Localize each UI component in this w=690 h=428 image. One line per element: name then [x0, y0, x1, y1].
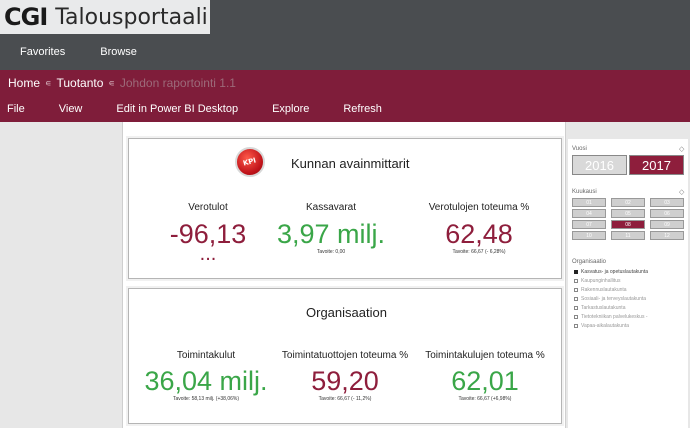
metric-label: Verotulojen toteuma %: [428, 202, 530, 213]
metric-target: Tavoite: 0,00: [316, 249, 346, 255]
slicer-title-organisation: Organisaatio: [572, 259, 607, 265]
metric-target: Tavoite: 66,67 (- 6,28%): [452, 249, 506, 255]
metric-label: Toimintakulut: [176, 350, 236, 361]
organisation-label: Tietotekniikan palvelukeskus -: [581, 314, 648, 320]
metric-value: 62,01: [451, 366, 519, 396]
breadcrumb-home[interactable]: Home: [8, 76, 41, 90]
metric-toimintakulut[interactable]: Toimintakulut 36,04 milj. Tavoite: 58,13…: [141, 350, 271, 402]
month-button-05[interactable]: 05: [611, 209, 645, 218]
metric-target: Tavoite: 66,67 (- 11,2%): [318, 396, 372, 402]
checkbox-icon[interactable]: [574, 315, 578, 319]
app-logo[interactable]: CGI Talousportaali: [0, 0, 210, 34]
breadcrumb: Home ∊ Tuotanto ∊ Johdon raportointi 1.1: [0, 70, 690, 96]
metric-kassavarat[interactable]: Kassavarat 3,97 milj. Tavoite: 0,00: [271, 202, 391, 255]
organisation-item[interactable]: Vapaa-aikalautakunta: [574, 323, 629, 329]
menu-refresh[interactable]: Refresh: [343, 103, 382, 115]
organisation-label: Kaupunginhallitus: [581, 278, 621, 284]
metric-value: 59,20: [311, 366, 379, 396]
breadcrumb-separator: ∊: [45, 77, 52, 88]
menu-edit-in-power-bi-desktop[interactable]: Edit in Power BI Desktop: [116, 103, 239, 115]
breadcrumb-separator: ∊: [108, 77, 115, 88]
metric-value: 62,48: [445, 219, 513, 249]
metric-label: Verotulot: [188, 202, 228, 213]
cgi-logo-text: CGI: [4, 3, 48, 31]
organisation-label: Tarkastuslautakunta: [581, 305, 626, 311]
checkbox-icon[interactable]: [574, 288, 578, 292]
metric-value: -96,13: [169, 219, 247, 249]
kpi-icon: KPI: [235, 147, 265, 177]
month-button-12[interactable]: 12: [650, 231, 684, 240]
kpi-card-organisaation: Organisaation Toimintakulut 36,04 milj. …: [128, 288, 562, 424]
organisation-item[interactable]: Kasvatus- ja opetuslautakunta: [574, 269, 648, 275]
kpi-icon-label: KPI: [242, 156, 258, 168]
checkbox-icon[interactable]: [574, 297, 578, 301]
organisation-item[interactable]: Sosiaali- ja terveyslautakunta: [574, 296, 646, 302]
organisation-item[interactable]: Tarkastuslautakunta: [574, 305, 625, 311]
metric-label: Toimintakulujen toteuma %: [425, 350, 545, 361]
slicer-title-month: Kuukausi: [572, 189, 597, 195]
month-button-02[interactable]: 02: [611, 198, 645, 207]
month-button-03[interactable]: 03: [650, 198, 684, 207]
organisation-label: Rakennuslautakunta: [581, 287, 627, 293]
metric-target: Tavoite: 58,13 milj. (+38,06%): [172, 396, 239, 402]
month-button-09[interactable]: 09: [650, 220, 684, 229]
card-title: Organisaation: [306, 305, 387, 320]
slicer-title-year: Vuosi: [572, 146, 587, 152]
month-button-08[interactable]: 08: [611, 220, 645, 229]
checkbox-icon[interactable]: [574, 324, 578, 328]
checkbox-icon[interactable]: [574, 270, 578, 274]
organisation-label: Kasvatus- ja opetuslautakunta: [581, 269, 648, 275]
menu-explore[interactable]: Explore: [272, 103, 310, 115]
metric-value: 36,04 milj.: [144, 366, 268, 396]
report-menu-bar: File View Edit in Power BI Desktop Explo…: [0, 96, 690, 122]
month-button-07[interactable]: 07: [572, 220, 606, 229]
organisation-label: Sosiaali- ja terveyslautakunta: [581, 296, 647, 302]
metric-target: Tavoite: 66,67 (+6,98%): [458, 396, 512, 402]
app-title: Talousportaali: [55, 4, 208, 30]
organisation-label: Vapaa-aikalautakunta: [581, 323, 629, 329]
metric-verotulot[interactable]: Verotulot -96,13 ...: [153, 202, 263, 265]
nav-browse[interactable]: Browse: [100, 46, 137, 58]
left-pane: [0, 122, 123, 428]
month-button-11[interactable]: 11: [611, 231, 645, 240]
checkbox-icon[interactable]: [574, 279, 578, 283]
year-button-2017[interactable]: 2017: [629, 155, 684, 175]
card-title: Kunnan avainmittarit: [291, 156, 410, 171]
organisation-item[interactable]: Kaupunginhallitus: [574, 278, 620, 284]
month-button-10[interactable]: 10: [572, 231, 606, 240]
metric-value-overflow: ...: [199, 243, 217, 265]
checkbox-icon[interactable]: [574, 306, 578, 310]
eraser-icon[interactable]: ◇: [679, 189, 685, 196]
year-button-2016[interactable]: 2016: [572, 155, 627, 175]
metric-toimintatuottojen-toteuma[interactable]: Toimintatuottojen toteuma % 59,20 Tavoit…: [277, 350, 413, 402]
kpi-card-kunnan-avainmittarit: KPI Kunnan avainmittarit Verotulot -96,1…: [128, 138, 562, 279]
month-button-04[interactable]: 04: [572, 209, 606, 218]
organisation-item[interactable]: Tietotekniikan palvelukeskus -: [574, 314, 648, 320]
metric-label: Kassavarat: [305, 202, 357, 213]
menu-file[interactable]: File: [7, 103, 25, 115]
month-button-01[interactable]: 01: [572, 198, 606, 207]
metric-verotulojen-toteuma[interactable]: Verotulojen toteuma % 62,48 Tavoite: 66,…: [419, 202, 539, 255]
metric-label: Toimintatuottojen toteuma %: [281, 350, 409, 361]
nav-favorites[interactable]: Favorites: [20, 46, 66, 58]
metric-value: 3,97 milj.: [276, 219, 386, 249]
eraser-icon[interactable]: ◇: [679, 146, 685, 153]
menu-view[interactable]: View: [58, 103, 83, 115]
breadcrumb-current-report: Johdon raportointi 1.1: [119, 76, 236, 90]
slicer-panel: Vuosi ◇ 2016 2017 Kuukausi ◇ 01 02 03 04 05 0…: [568, 139, 688, 428]
report-canvas: KPI Kunnan avainmittarit Verotulot -96,1…: [123, 122, 565, 428]
organisation-item[interactable]: Rakennuslautakunta: [574, 287, 627, 293]
metric-toimintakulujen-toteuma[interactable]: Toimintakulujen toteuma % 62,01 Tavoite:…: [419, 350, 551, 402]
top-header: CGI Talousportaali Favorites Browse: [0, 0, 690, 70]
month-button-06[interactable]: 06: [650, 209, 684, 218]
top-navigation: Favorites Browse: [0, 46, 152, 62]
breadcrumb-tuotanto[interactable]: Tuotanto: [56, 76, 104, 90]
slicer-pane: Vuosi ◇ 2016 2017 Kuukausi ◇ 01 02 03 04 05 0…: [565, 122, 690, 428]
